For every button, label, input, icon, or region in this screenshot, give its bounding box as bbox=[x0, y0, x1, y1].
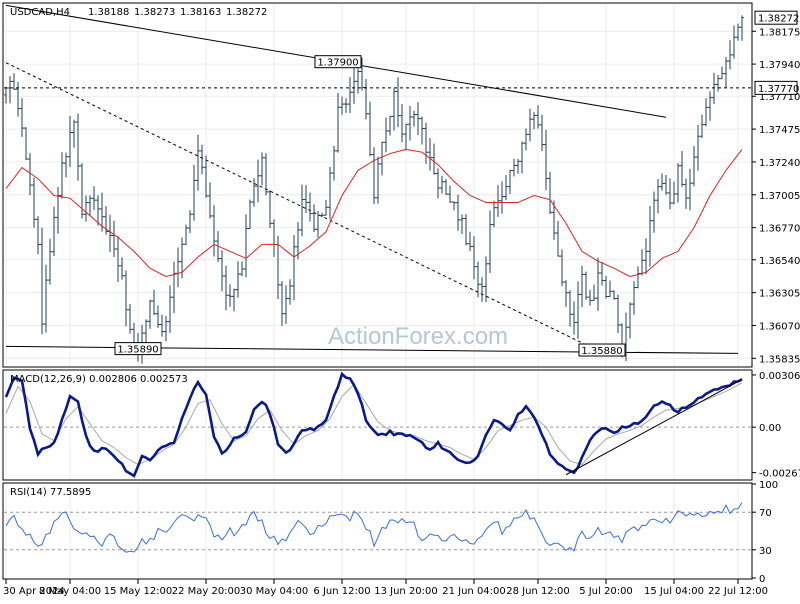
rsi-gridlines bbox=[4, 484, 751, 578]
rsi-pane-border bbox=[2, 482, 753, 580]
price-annotation-box bbox=[314, 55, 362, 69]
x-tick-label: 22 May 20:00 bbox=[172, 586, 241, 597]
macd-signal-line bbox=[5, 382, 743, 466]
trendline bbox=[5, 62, 599, 352]
y-tick-label: 1.36540 bbox=[759, 256, 800, 267]
main-y-axis: 1.38175 1.37940 1.37710 1.37475 1.37240 1.370… bbox=[752, 27, 800, 365]
y-tick-label: 1.37940 bbox=[759, 60, 800, 71]
x-tick-label: 15 Jul 04:00 bbox=[644, 586, 704, 597]
macd-trendline bbox=[565, 379, 743, 476]
y-tick-label: 1.36070 bbox=[759, 321, 800, 332]
main-pane-border bbox=[2, 2, 753, 368]
macd-title: MACD(12,26,9) 0.002806 0.002573 bbox=[10, 374, 188, 385]
macd-line bbox=[4, 371, 743, 478]
x-tick-label: 21 Jun 04:00 bbox=[442, 586, 506, 597]
main-gridlines bbox=[4, 4, 751, 366]
level-price-tag: 1.37770 bbox=[754, 80, 799, 95]
x-tick-label: 22 Jul 12:00 bbox=[708, 586, 768, 597]
macd-pane-border bbox=[2, 369, 753, 481]
y-tick-label: 1.37005 bbox=[759, 191, 800, 202]
rsi-title: RSI(14) 77.5895 bbox=[10, 487, 91, 498]
macd-y-axis: 0.003067 0.00 -0.002675 bbox=[752, 371, 800, 480]
x-tick-label: 8 May 04:00 bbox=[39, 586, 101, 597]
rsi-y-tick-label: 30 bbox=[759, 546, 772, 557]
y-tick-label: 1.35835 bbox=[759, 354, 800, 365]
rsi-line bbox=[5, 502, 743, 553]
moving-average-line bbox=[5, 148, 743, 278]
price-annotations: 1.37900 1.35890 1.35880 bbox=[114, 55, 626, 357]
y-tick-label: 1.37240 bbox=[759, 158, 800, 169]
y-tick-label: 1.37710 bbox=[759, 92, 800, 103]
macd-gridlines bbox=[4, 371, 751, 479]
x-tick-label: 5 Jul 20:00 bbox=[579, 586, 633, 597]
ohlc-value: 1.38272 bbox=[226, 7, 267, 18]
rsi-y-tick-label: 70 bbox=[759, 508, 772, 519]
price-annotation-label: 1.35880 bbox=[581, 346, 622, 357]
y-tick-label: 1.36305 bbox=[759, 289, 800, 300]
ohlc-values: 1.38188 1.38273 1.38163 1.38272 bbox=[88, 7, 267, 18]
main-title: USDCAD,H4 bbox=[10, 7, 70, 18]
macd-y-tick-label: 0.00 bbox=[759, 423, 781, 434]
current-price-tag: 1.38272 bbox=[754, 10, 799, 25]
ohlc-value: 1.38163 bbox=[180, 7, 221, 18]
macd-y-tick-label: -0.002675 bbox=[759, 469, 800, 480]
x-tick-label: 15 May 12:00 bbox=[104, 586, 173, 597]
rsi-y-axis: 100 70 30 0 bbox=[752, 480, 778, 585]
x-tick-label: 28 Jun 12:00 bbox=[506, 586, 570, 597]
watermark-text: ActionForex.com bbox=[328, 323, 508, 350]
y-tick-label: 1.36770 bbox=[759, 224, 800, 235]
rsi-y-tick-label: 100 bbox=[759, 480, 778, 491]
x-tick-label: 30 May 04:00 bbox=[240, 586, 309, 597]
price-annotation-box bbox=[578, 343, 626, 357]
y-tick-label: 1.38175 bbox=[759, 27, 800, 38]
price-annotation-box bbox=[114, 342, 162, 356]
ohlc-value: 1.38273 bbox=[134, 7, 175, 18]
level-price-label: 1.37770 bbox=[758, 84, 799, 95]
current-price-label: 1.38272 bbox=[758, 14, 799, 25]
x-tick-label: 30 Apr 2024 bbox=[3, 586, 65, 597]
x-tick-label: 6 Jun 12:00 bbox=[313, 586, 370, 597]
ohlc-value: 1.38188 bbox=[88, 7, 129, 18]
price-bars bbox=[4, 15, 744, 364]
price-annotation-label: 1.35890 bbox=[117, 345, 158, 356]
y-tick-label: 1.37475 bbox=[759, 125, 800, 136]
price-annotation-label: 1.37900 bbox=[317, 58, 358, 69]
rsi-y-tick-label: 0 bbox=[759, 574, 765, 585]
x-tick-label: 13 Jun 20:00 bbox=[374, 586, 438, 597]
macd-y-tick-label: 0.003067 bbox=[759, 371, 800, 382]
